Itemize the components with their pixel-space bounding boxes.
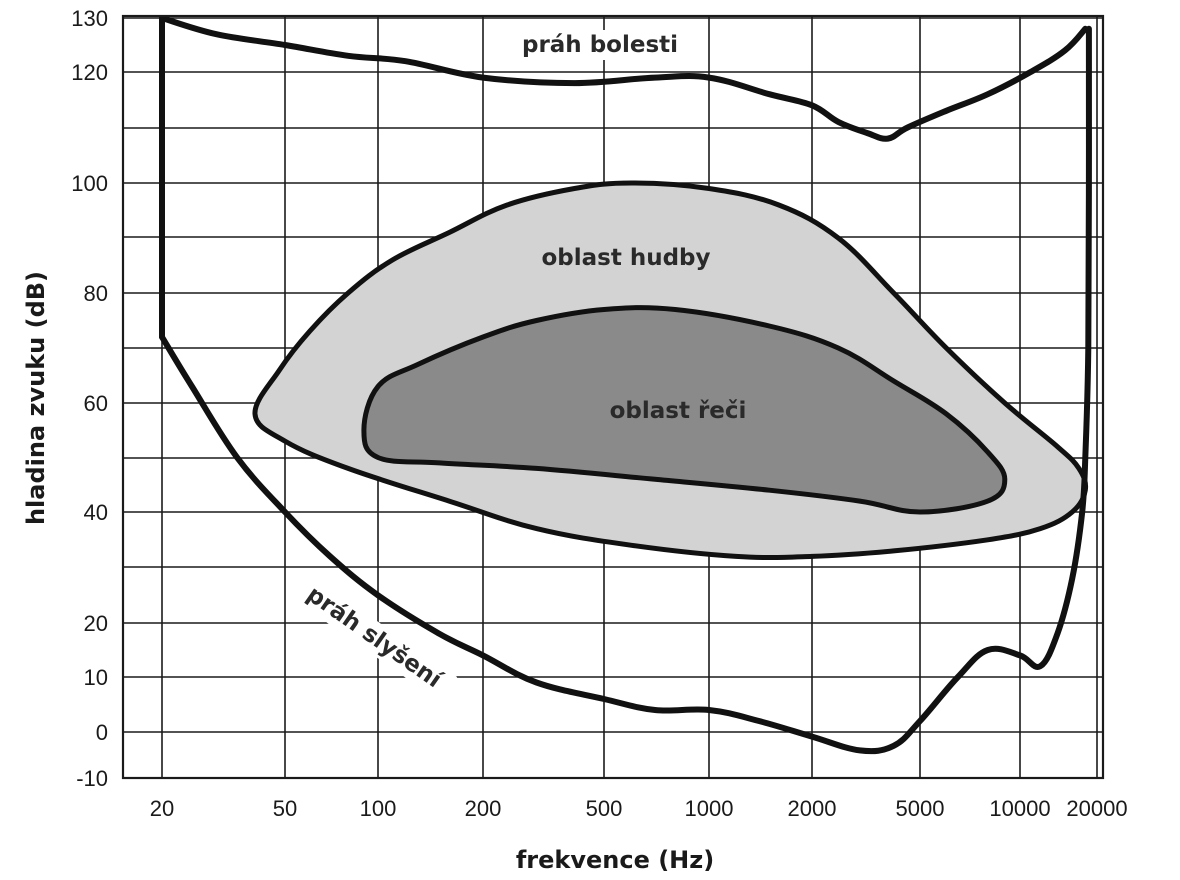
x-tick-label: 2000 (788, 796, 837, 821)
y-tick-label: -10 (76, 766, 108, 791)
music-region-label-group: oblast hudby (541, 245, 710, 271)
x-axis-title: frekvence (Hz) (516, 846, 714, 874)
y-tick-label: 80 (84, 281, 108, 306)
x-tick-label: 10000 (989, 796, 1050, 821)
hearing-threshold-label-background (290, 572, 458, 702)
x-tick-label: 500 (586, 796, 623, 821)
y-tick-label: 120 (71, 60, 108, 85)
regions (252, 180, 1089, 561)
x-tick-label: 100 (360, 796, 397, 821)
music-region-label: oblast hudby (541, 245, 710, 271)
pain-threshold-label-group: práh bolesti (509, 30, 691, 60)
hearing-threshold-curve (159, 25, 1092, 755)
y-tick-label: 0 (96, 720, 108, 745)
x-tick-label: 1000 (685, 796, 734, 821)
threshold-curves (159, 15, 1092, 755)
x-tick-label: 20000 (1066, 796, 1127, 821)
y-tick-label: 10 (84, 665, 108, 690)
pain-threshold-label: práh bolesti (522, 32, 678, 58)
speech-region-label: oblast řeči (610, 398, 747, 424)
x-tick-label: 5000 (896, 796, 945, 821)
y-axis-title: hladina zvuku (dB) (22, 271, 50, 525)
y-tick-label: 60 (84, 391, 108, 416)
y-tick-label: 100 (71, 171, 108, 196)
x-tick-label: 20 (150, 796, 174, 821)
x-tick-label: 50 (273, 796, 297, 821)
speech-region-label-group: oblast řeči (610, 398, 747, 424)
y-tick-label: 130 (71, 6, 108, 31)
x-tick-label: 200 (465, 796, 502, 821)
tick-labels: 20 50 100 200 500 1000 2000 5000 10000 20000 -10 0 1… (71, 6, 1127, 821)
y-tick-label: 20 (84, 611, 108, 636)
pain-threshold-label-background (509, 30, 691, 60)
speech-region (361, 305, 1008, 515)
pain-threshold-curve (159, 15, 1089, 142)
y-tick-label: 40 (84, 500, 108, 525)
plot-frame (121, 14, 1105, 780)
